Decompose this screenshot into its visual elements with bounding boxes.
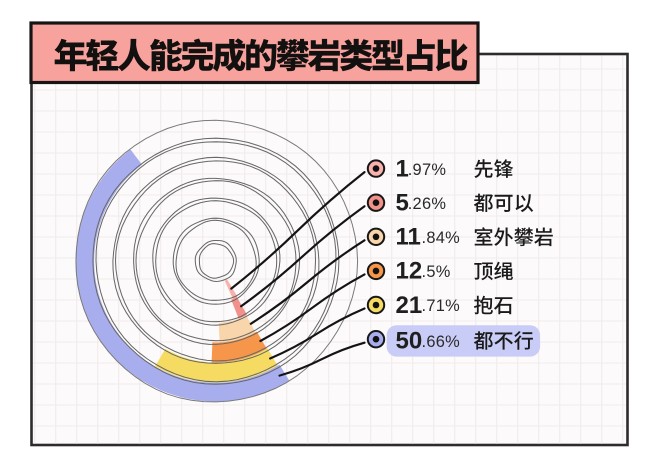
svg-text:.66%: .66% — [422, 333, 461, 351]
svg-text:21: 21 — [396, 292, 423, 319]
svg-text:12: 12 — [396, 258, 423, 285]
svg-text:50: 50 — [396, 328, 423, 355]
svg-text:.71%: .71% — [422, 297, 461, 315]
svg-text:11: 11 — [396, 224, 421, 251]
svg-text:1: 1 — [396, 155, 409, 182]
svg-text:5: 5 — [396, 190, 409, 217]
svg-text:.97%: .97% — [408, 161, 447, 179]
svg-text:.84%: .84% — [422, 229, 461, 247]
svg-text:.5%: .5% — [422, 263, 451, 281]
svg-text:.26%: .26% — [408, 195, 447, 213]
